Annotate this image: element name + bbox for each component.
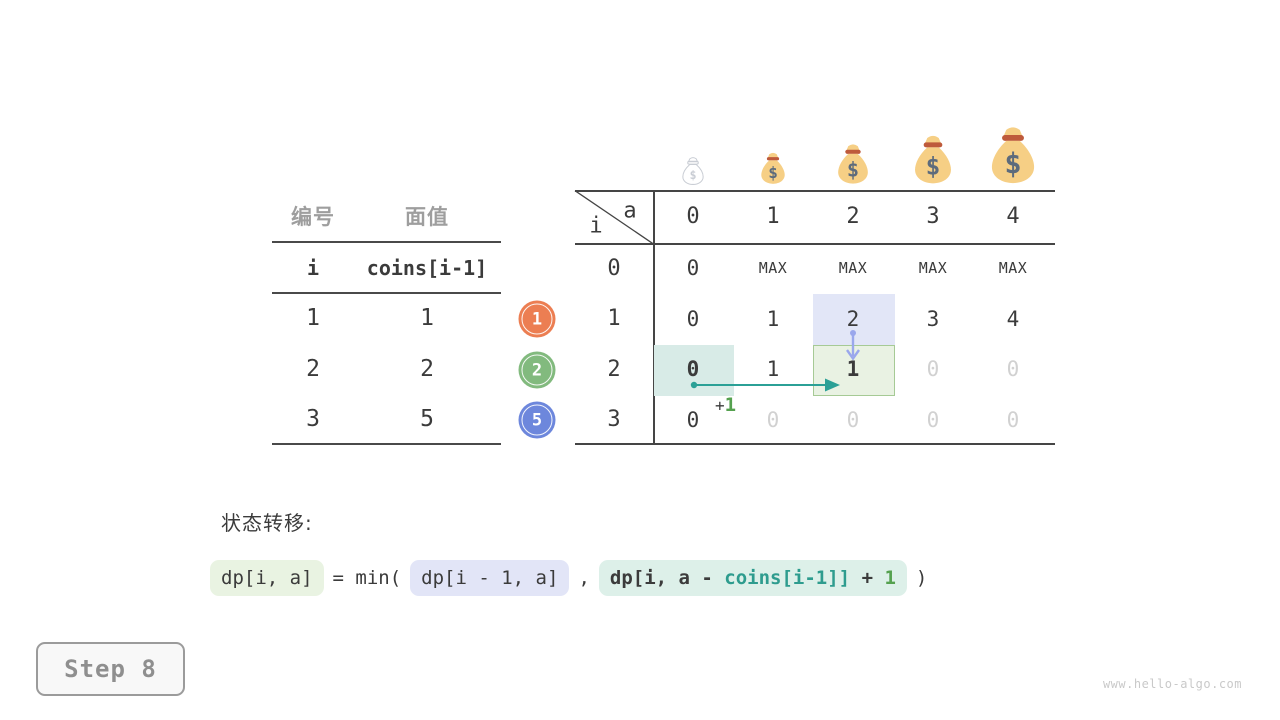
dp-col-header: 3 bbox=[926, 204, 940, 229]
coin-badge-label: 5 bbox=[531, 410, 543, 430]
divider bbox=[272, 241, 501, 243]
step-button[interactable]: Step 8 bbox=[36, 642, 185, 696]
dp-cell-unfilled: 0 bbox=[1006, 407, 1020, 432]
dp-cell: 1 bbox=[766, 357, 780, 382]
money-bag-outline-icon: $ bbox=[682, 157, 704, 185]
dp-row-header: 1 bbox=[607, 306, 621, 332]
dp-row-header: 3 bbox=[607, 407, 621, 433]
coin-row-value: 1 bbox=[420, 305, 434, 331]
formula-close-paren: ) bbox=[915, 567, 928, 589]
watermark: www.hello-algo.com bbox=[1102, 677, 1242, 691]
dp-cell: 0 bbox=[686, 256, 700, 281]
dp-cell: 1 bbox=[766, 306, 780, 331]
dp-cell-source: 0 bbox=[686, 357, 700, 382]
formula-arg1-box: dp[i - 1, a] bbox=[410, 560, 570, 596]
money-bag-icon: $ bbox=[761, 153, 785, 185]
dp-cell: 0 bbox=[686, 407, 700, 432]
dp-cell-current: 1 bbox=[846, 357, 860, 382]
corner-diagonal-line bbox=[574, 190, 654, 245]
dp-cell: 4 bbox=[1006, 306, 1020, 331]
coin-badge-5: 5 bbox=[518, 401, 556, 439]
money-bag-icon: $ bbox=[991, 126, 1035, 183]
formula-arg2-coins: coins[i-1]] bbox=[724, 567, 851, 589]
formula-arg2-plus: + bbox=[850, 567, 885, 589]
dp-cell-unfilled: 0 bbox=[766, 407, 780, 432]
svg-text:$: $ bbox=[847, 158, 859, 182]
dp-corner-row-label: i bbox=[589, 213, 603, 239]
formula-lhs-box: dp[i, a] bbox=[210, 560, 324, 596]
svg-text:$: $ bbox=[1004, 146, 1021, 180]
dp-col-header: 4 bbox=[1006, 204, 1020, 229]
dp-cell: MAX bbox=[758, 259, 788, 278]
dp-col-header: 1 bbox=[766, 204, 780, 229]
dp-col-header: 2 bbox=[846, 204, 860, 229]
dp-cell: MAX bbox=[918, 259, 948, 278]
dp-column-headers: 0 1 2 3 4 bbox=[653, 190, 1053, 243]
dp-cell-unfilled: 0 bbox=[926, 407, 940, 432]
plus-one-annotation: +1 bbox=[715, 394, 736, 416]
coin-table-header-value: 面值 bbox=[405, 205, 449, 229]
dp-table-bottom-border bbox=[575, 443, 1055, 445]
dp-col-header: 0 bbox=[686, 204, 700, 229]
divider bbox=[272, 443, 501, 445]
coin-row-id: 1 bbox=[306, 305, 320, 331]
dp-row-header: 2 bbox=[607, 356, 621, 382]
dp-cell-unfilled: 0 bbox=[1006, 357, 1020, 382]
formula-operator: = min( bbox=[332, 567, 402, 589]
coin-row-value: 2 bbox=[420, 356, 434, 382]
dp-cell-unfilled: 0 bbox=[846, 407, 860, 432]
dp-table-header-border bbox=[575, 243, 1055, 245]
dp-cell: MAX bbox=[998, 259, 1028, 278]
dp-row-header: 0 bbox=[607, 255, 621, 281]
dp-cell: MAX bbox=[838, 259, 868, 278]
coin-table: 编号 面值 i coins[i-1] 1 1 2 2 3 5 bbox=[272, 190, 501, 450]
coin-badge-label: 2 bbox=[531, 360, 543, 380]
svg-text:$: $ bbox=[768, 164, 778, 183]
money-bag-icon: $ bbox=[915, 135, 951, 184]
dp-corner-col-label: a bbox=[623, 198, 637, 224]
dp-cell: 2 bbox=[846, 306, 860, 331]
formula-comma: , bbox=[578, 567, 590, 589]
coin-row-id: 3 bbox=[306, 406, 320, 432]
money-bag-icon: $ bbox=[838, 144, 868, 184]
coin-table-subheader-coins: coins[i-1] bbox=[366, 256, 488, 280]
coin-badge-2: 2 bbox=[518, 351, 556, 389]
dp-table-vertical-border bbox=[653, 190, 655, 444]
dp-table-top-border bbox=[575, 190, 1055, 192]
coin-table-subheader-i: i bbox=[306, 256, 320, 280]
divider bbox=[272, 292, 501, 294]
formula-arg2-prefix: dp[i, a - bbox=[609, 567, 725, 589]
state-transition-heading: 状态转移: bbox=[221, 511, 313, 535]
dp-cell-unfilled: 0 bbox=[926, 357, 940, 382]
dp-cell: 0 bbox=[686, 306, 700, 331]
coin-badge-1: 1 bbox=[518, 300, 556, 338]
dp-cell: 3 bbox=[926, 306, 940, 331]
dp-table-body: 0 MAX MAX MAX MAX 0 1 2 3 4 0 1 1 0 0 0 … bbox=[653, 243, 1053, 445]
formula-arg2-one: 1 bbox=[884, 567, 896, 589]
plus-one-value: 1 bbox=[724, 394, 737, 416]
svg-text:$: $ bbox=[690, 168, 697, 182]
dp-row-headers: 0 1 2 3 bbox=[575, 243, 653, 445]
coin-table-header-id: 编号 bbox=[291, 205, 335, 229]
plus-sign: + bbox=[715, 396, 725, 415]
coin-badge-label: 1 bbox=[531, 309, 543, 329]
state-transition-formula: dp[i, a] = min( dp[i - 1, a] , dp[i, a -… bbox=[210, 560, 927, 596]
svg-text:$: $ bbox=[926, 152, 941, 181]
coin-row-id: 2 bbox=[306, 356, 320, 382]
formula-arg2-box: dp[i, a - coins[i-1]] + 1 bbox=[598, 560, 907, 596]
coin-row-value: 5 bbox=[420, 406, 434, 432]
